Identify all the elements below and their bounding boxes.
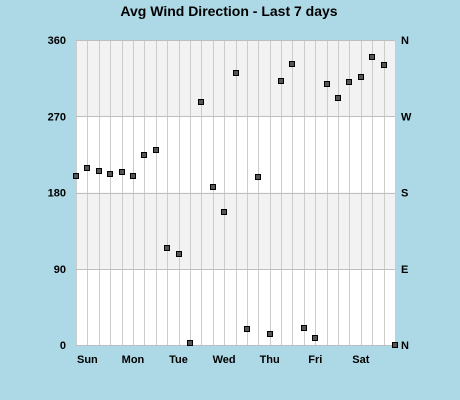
data-point (392, 342, 398, 348)
data-point (84, 165, 90, 171)
x-tick-label: Sat (352, 354, 369, 366)
x-tick-label: Wed (213, 354, 236, 366)
data-point (381, 62, 387, 68)
data-point (346, 79, 352, 85)
data-point (107, 171, 113, 177)
data-point (233, 70, 239, 76)
data-point (278, 78, 284, 84)
data-point (198, 99, 204, 105)
data-point (255, 174, 261, 180)
y-tick-label: 0 (60, 340, 66, 352)
x-tick-label: Thu (260, 354, 280, 366)
data-point (187, 340, 193, 346)
x-axis-tick-labels: Sun Mon Tue Wed Thu Fri Sat (77, 354, 370, 366)
compass-tick-label: W (401, 111, 412, 123)
data-points (73, 54, 398, 348)
compass-tick-label: N (401, 35, 409, 47)
data-point (267, 331, 273, 337)
vertical-gridlines (76, 40, 396, 345)
data-point (96, 168, 102, 174)
x-tick-label: Fri (308, 354, 322, 366)
data-point (289, 61, 295, 67)
data-point (164, 245, 170, 251)
x-tick-label: Sun (77, 354, 98, 366)
data-point (130, 173, 136, 179)
data-point (119, 169, 125, 175)
data-point (358, 74, 364, 80)
compass-tick-label: N (401, 340, 409, 352)
data-point (141, 152, 147, 158)
shaded-bands (76, 40, 395, 269)
y-tick-label: 360 (48, 35, 66, 47)
data-point (324, 81, 330, 87)
shaded-band-1 (76, 40, 395, 117)
x-tick-label: Tue (169, 354, 188, 366)
y-tick-label: 90 (54, 264, 66, 276)
data-point (221, 209, 227, 215)
y-tick-label: 180 (48, 188, 66, 200)
compass-tick-label: S (401, 188, 408, 200)
compass-tick-label: E (401, 264, 408, 276)
data-point (210, 184, 216, 190)
compass-tick-labels: N E S W N (401, 35, 412, 352)
y-tick-label: 270 (48, 111, 66, 123)
data-point (369, 54, 375, 60)
chart-title: Avg Wind Direction - Last 7 days (120, 3, 337, 19)
data-point (301, 325, 307, 331)
data-point (244, 326, 250, 332)
horizontal-gridlines (76, 40, 395, 346)
data-point (153, 147, 159, 153)
data-point (312, 335, 318, 341)
x-tick-label: Mon (122, 354, 145, 366)
y-axis-tick-labels: 0 90 180 270 360 (48, 35, 66, 352)
data-point (73, 173, 79, 179)
data-point (176, 251, 182, 257)
shaded-band-0 (76, 192, 395, 269)
data-point (335, 95, 341, 101)
